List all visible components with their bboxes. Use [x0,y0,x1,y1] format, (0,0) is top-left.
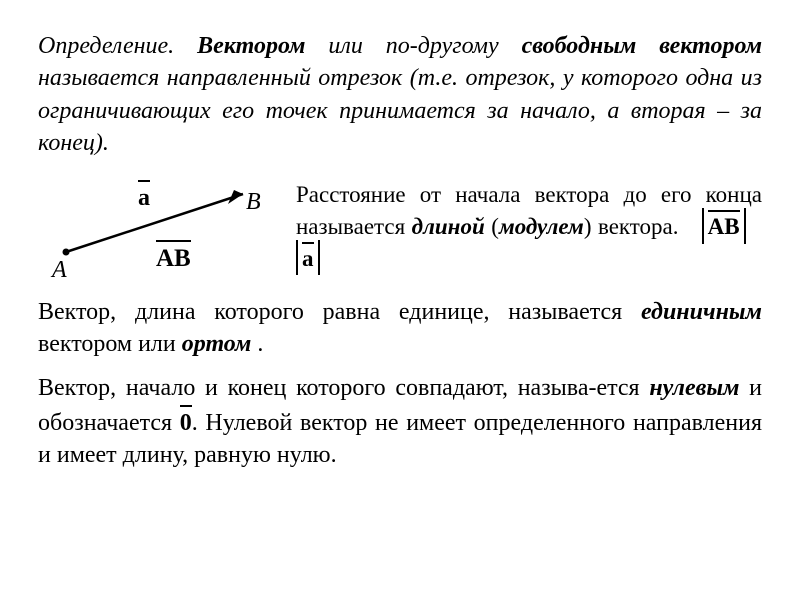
unit-text-3: . [257,331,263,357]
term-length: длиной [412,214,485,239]
definition-paragraph-1: Определение. Вектором или по-другому сво… [38,30,762,160]
term-ort: ортом [182,331,252,357]
term-vector: Вектором [197,33,305,59]
length-paragraph: Расстояние от начала вектора до его конц… [296,180,762,274]
term-free-vector: свободным вектором [522,33,762,59]
length-text-3: ) вектора. [584,214,679,239]
point-b-label: B [246,186,261,218]
diagram-and-length-row: A B a AB Расстояние от начала вектора до… [38,172,762,282]
vector-diagram: A B a AB [38,172,278,282]
unit-vector-paragraph: Вектор, длина которого равна единице, на… [38,296,762,361]
magnitude-ab: AB [702,210,746,242]
point-a-label: A [52,254,67,286]
zero-symbol: 0 [180,410,192,436]
zero-text-1: Вектор, начало и конец которого совпадаю… [38,375,649,401]
vector-a-label: a [138,180,150,214]
term-modulus: модулем [499,214,584,239]
unit-text-1: Вектор, длина которого равна единице, на… [38,299,641,325]
unit-text-2: вектором или [38,331,182,357]
vector-ab-label: AB [156,240,191,276]
term-zero: нулевым [649,375,739,401]
term-unit: единичным [641,299,762,325]
magnitude-a: a [296,242,320,274]
zero-vector-paragraph: Вектор, начало и конец которого совпадаю… [38,372,762,471]
lead-word: Определение. [38,33,174,59]
text-rest1: называется направленный отрезок (т.е. от… [38,65,762,156]
length-text-2: ( [491,214,499,239]
text-mid1: или по-другому [328,33,521,59]
